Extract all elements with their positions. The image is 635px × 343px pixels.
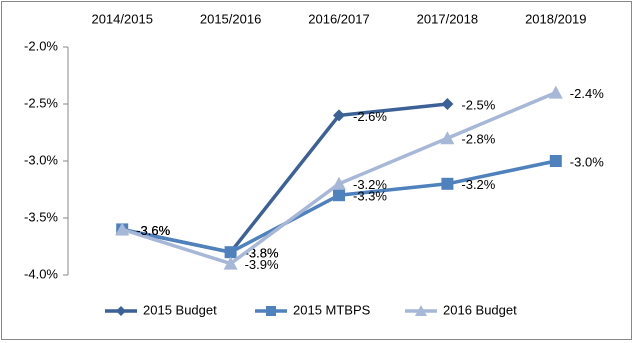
data-label: -3.9% <box>245 257 279 272</box>
data-label: -2.5% <box>461 97 495 112</box>
marker <box>224 246 237 259</box>
legend-item: 2015 Budget <box>105 302 217 317</box>
data-label: -2.8% <box>461 132 495 147</box>
data-label: -3.8% <box>245 246 279 261</box>
marker <box>333 189 345 202</box>
marker <box>223 256 238 270</box>
legend-marker <box>415 305 427 316</box>
x-tick-label: 2017/2018 <box>417 11 478 26</box>
data-label: -3.2% <box>461 177 495 192</box>
marker <box>115 222 130 236</box>
marker <box>549 155 562 167</box>
y-tick-label: -3.0% <box>24 152 58 167</box>
marker <box>333 109 345 122</box>
marker <box>441 177 454 190</box>
y-tick-label: -3.5% <box>24 209 58 224</box>
marker <box>440 131 455 145</box>
x-tick-label: 2014/2015 <box>91 11 152 26</box>
legend-label: 2015 Budget <box>143 302 217 317</box>
marker <box>548 85 563 99</box>
legend-item: 2015 MTBPS <box>255 302 371 317</box>
y-tick-label: -4.0% <box>24 266 58 281</box>
data-label: -3.0% <box>570 154 604 169</box>
x-tick-label: 2018/2019 <box>525 11 586 26</box>
data-label: -3.6% <box>136 223 170 238</box>
marker <box>332 176 346 190</box>
legend-marker <box>266 306 276 316</box>
legend-item: 2016 Budget <box>405 302 517 317</box>
data-label: -3.2% <box>353 177 387 192</box>
y-tick-label: -2.5% <box>24 95 58 110</box>
data-label: -2.6% <box>353 109 387 124</box>
legend-label: 2016 Budget <box>443 302 517 317</box>
data-label: -3.3% <box>353 189 387 204</box>
legend-marker <box>116 306 126 316</box>
marker <box>441 98 454 110</box>
legend-label: 2015 MTBPS <box>293 302 371 317</box>
y-tick-label: -2.0% <box>24 38 58 53</box>
data-label: -2.4% <box>570 86 604 101</box>
data-label: -3.8% <box>245 246 279 261</box>
x-tick-label: 2015/2016 <box>200 11 261 26</box>
x-tick-label: 2016/2017 <box>308 11 369 26</box>
data-label: -3.6% <box>136 223 170 238</box>
